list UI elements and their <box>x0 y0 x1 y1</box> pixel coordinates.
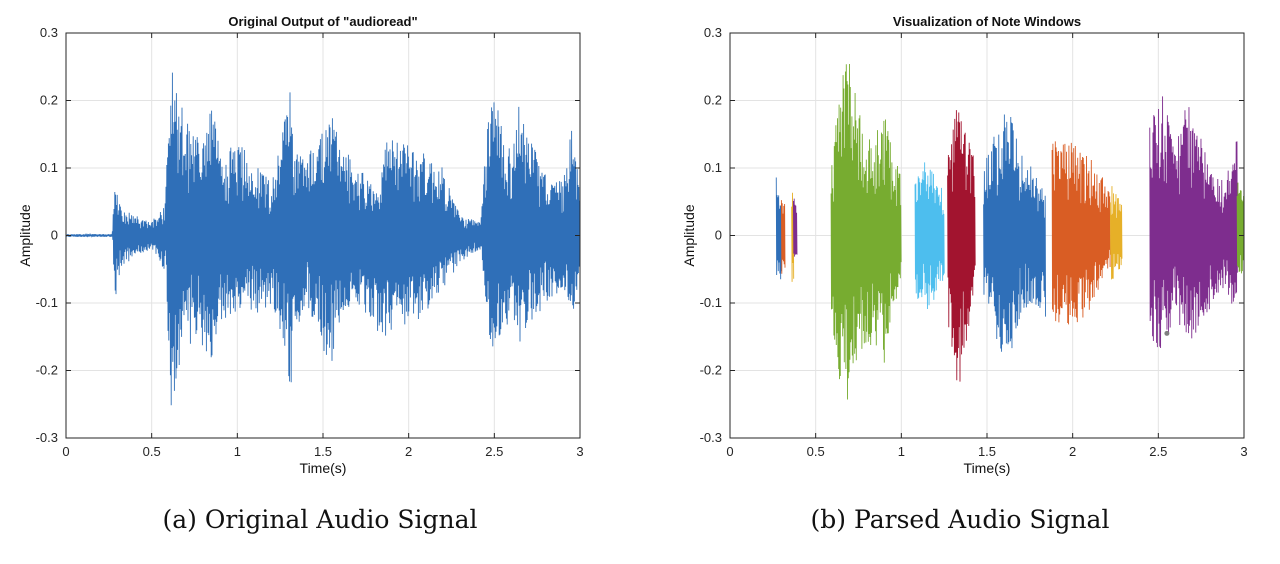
chart-title: Visualization of Note Windows <box>893 14 1081 29</box>
x-tick-label-1: 0.5 <box>143 444 161 459</box>
y-tick-label-2: -0.1 <box>700 295 722 310</box>
panel-parsed-audio: 0 0.5 1 1.5 2 2.5 3 -0.3 -0.2 -0.1 0 0.1 0.2 0.3 Visua… <box>640 0 1280 564</box>
x-tick-label-5: 2.5 <box>1149 444 1167 459</box>
y-axis-label: Amplitude <box>17 204 33 266</box>
y-tick-label-4: 0.1 <box>704 160 722 175</box>
y-tick-label-6: 0.3 <box>704 25 722 40</box>
note-window-6 <box>947 110 976 382</box>
note-window-10 <box>1149 96 1238 348</box>
x-axis-label: Time(s) <box>964 460 1011 476</box>
x-axis: 0 0.5 1 1.5 2 2.5 3 <box>726 33 1248 459</box>
y-tick-label-0: -0.3 <box>700 430 722 445</box>
caption-b: (b) Parsed Audio Signal <box>640 505 1280 534</box>
x-tick-label-3: 1.5 <box>314 444 332 459</box>
caption-b-label: (b) <box>810 505 847 534</box>
caption-a: (a) Original Audio Signal <box>0 505 640 534</box>
panel-original-audio: 0 0.5 1 1.5 2 2.5 3 -0.3 -0.2 -0.1 0 0.1 0.2 0.3 Origi… <box>0 14 640 534</box>
y-tick-label-5: 0.2 <box>704 93 722 108</box>
y-axis: -0.3 -0.2 -0.1 0 0.1 0.2 0.3 <box>700 25 1244 445</box>
chart-note-windows: 0 0.5 1 1.5 2 2.5 3 -0.3 -0.2 -0.1 0 0.1 0.2 0.3 Visua… <box>681 14 1248 476</box>
x-tick-label-0: 0 <box>62 444 69 459</box>
x-tick-label-1: 0.5 <box>807 444 825 459</box>
x-tick-label-3: 1.5 <box>978 444 996 459</box>
marker-point <box>1164 330 1170 336</box>
x-axis-label: Time(s) <box>300 460 347 476</box>
note-window-8 <box>1051 141 1111 325</box>
y-axis: -0.3 -0.2 -0.1 0 0.1 0.2 0.3 <box>36 25 580 445</box>
caption-a-text: Original Audio Signal <box>204 505 478 534</box>
chart-title: Original Output of "audioread" <box>228 14 417 29</box>
y-tick-label-1: -0.2 <box>700 363 722 378</box>
note-window-3 <box>792 198 798 257</box>
note-window-9 <box>1109 186 1123 280</box>
y-axis-label: Amplitude <box>681 204 697 266</box>
x-tick-label-0: 0 <box>726 444 733 459</box>
y-tick-label-4: 0.1 <box>40 160 58 175</box>
y-tick-label-3: 0 <box>715 228 722 243</box>
note-window-5 <box>914 162 945 309</box>
note-window-0 <box>775 177 782 280</box>
x-tick-label-4: 2 <box>1069 444 1076 459</box>
note-window-4 <box>830 63 902 400</box>
x-tick-label-5: 2.5 <box>485 444 503 459</box>
y-tick-label-0: -0.3 <box>36 430 58 445</box>
waveform-line-0 <box>65 72 581 406</box>
x-tick-label-2: 1 <box>898 444 905 459</box>
y-tick-label-5: 0.2 <box>40 93 58 108</box>
x-tick-label-4: 2 <box>405 444 412 459</box>
chart-original-audio: 0 0.5 1 1.5 2 2.5 3 -0.3 -0.2 -0.1 0 0.1 0.2 0.3 Origi… <box>17 14 584 476</box>
y-tick-label-3: 0 <box>51 228 58 243</box>
note-window-7 <box>983 114 1047 352</box>
y-tick-label-2: -0.1 <box>36 295 58 310</box>
caption-a-label: (a) <box>162 505 197 534</box>
caption-b-text: Parsed Audio Signal <box>854 505 1110 534</box>
y-tick-label-6: 0.3 <box>40 25 58 40</box>
x-axis: 0 0.5 1 1.5 2 2.5 3 <box>62 33 584 459</box>
x-tick-label-2: 1 <box>234 444 241 459</box>
note-window-1 <box>780 200 786 274</box>
y-tick-label-1: -0.2 <box>36 363 58 378</box>
x-tick-label-6: 3 <box>576 444 583 459</box>
note-windows <box>775 63 1245 400</box>
x-tick-label-6: 3 <box>1240 444 1247 459</box>
series-waveform <box>65 72 581 406</box>
note-window-11 <box>1236 182 1245 274</box>
